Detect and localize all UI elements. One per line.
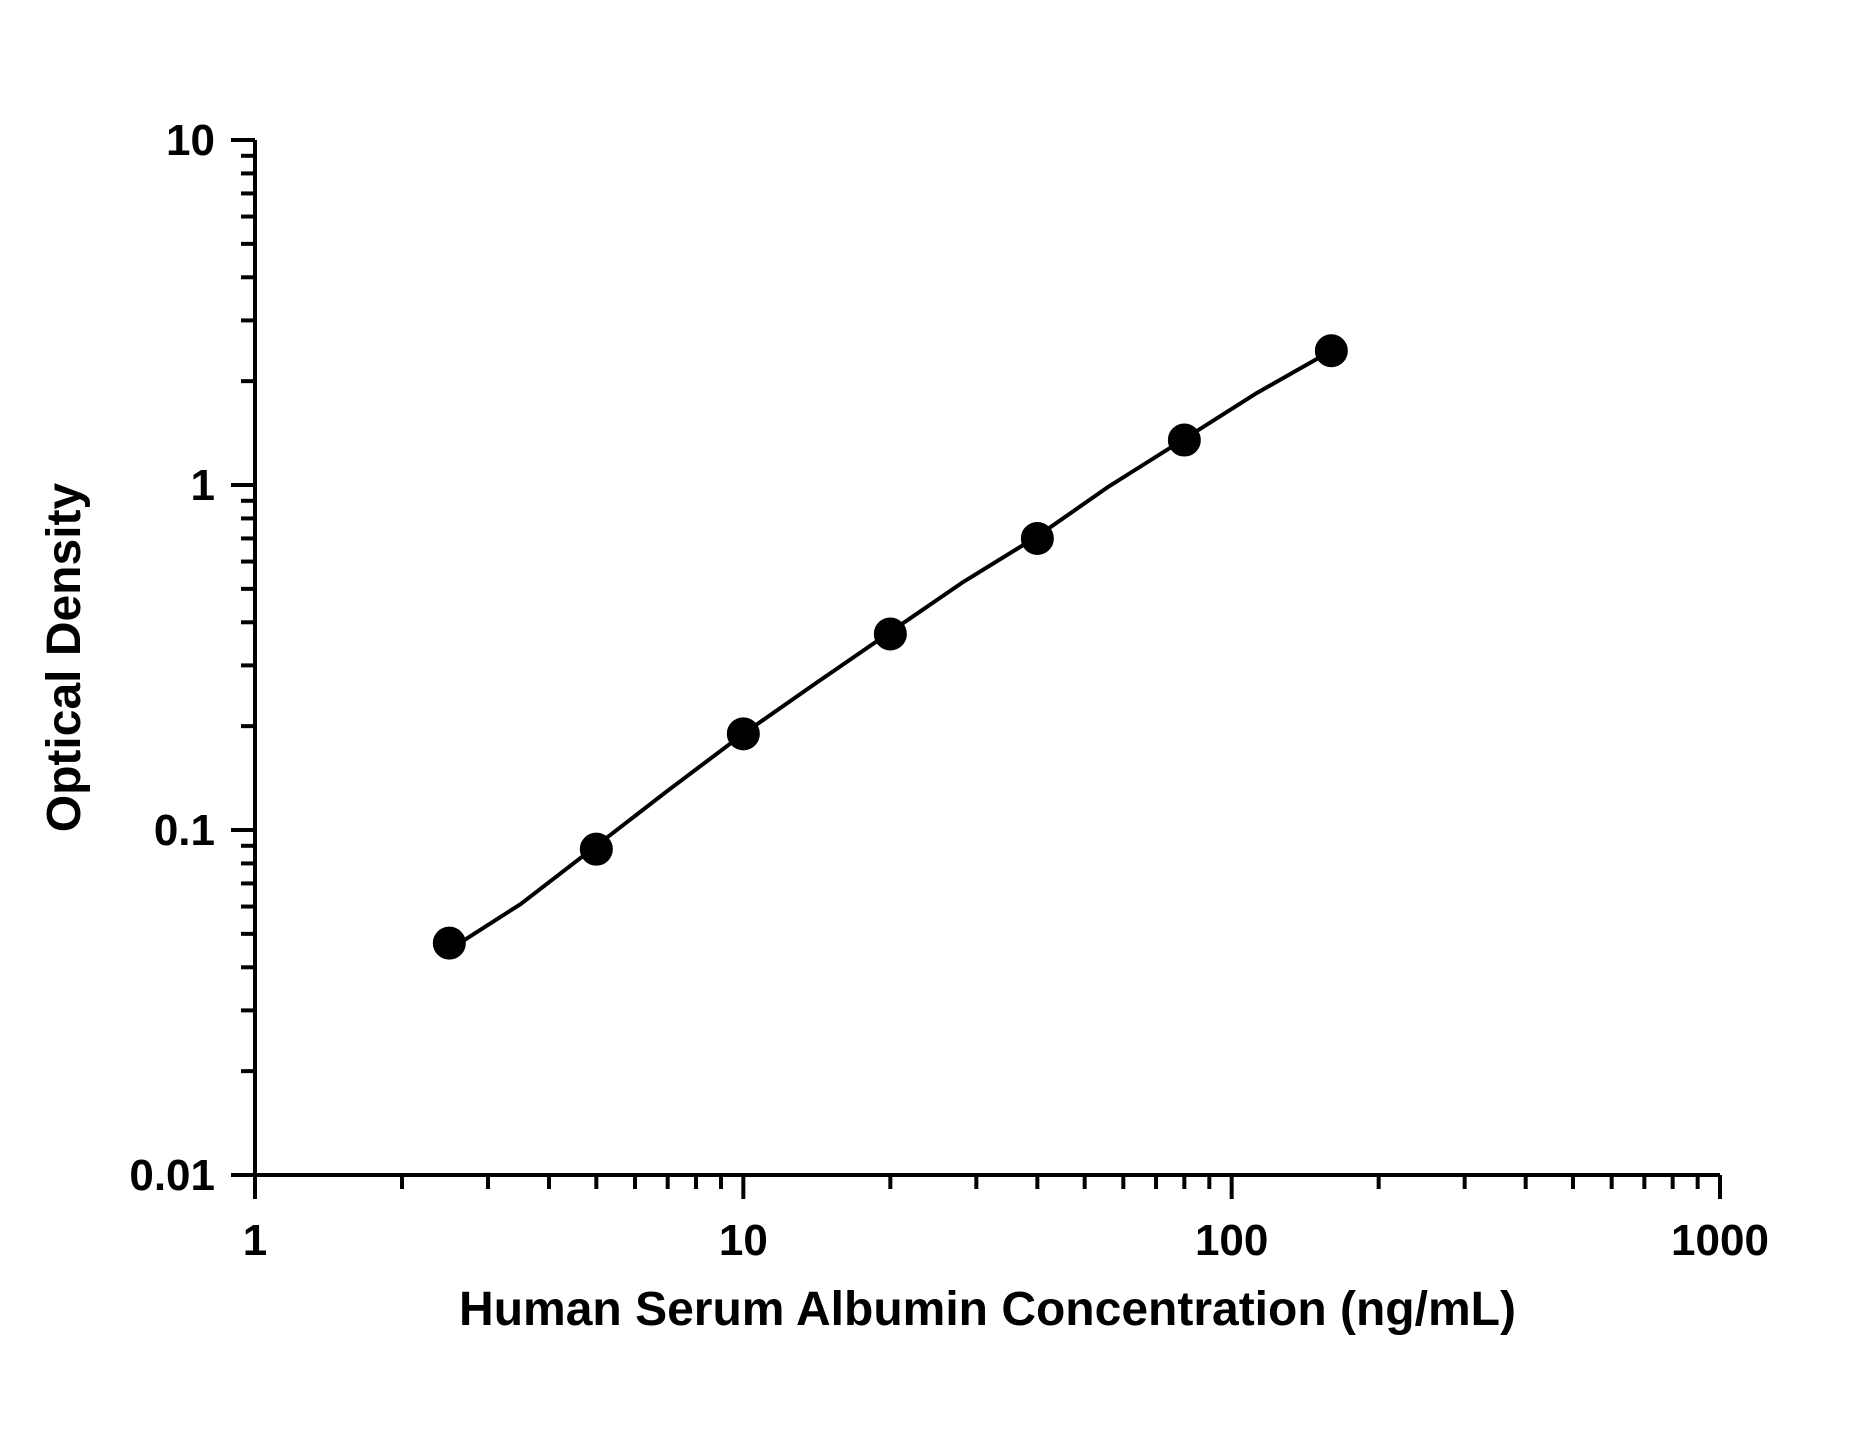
y-tick-label: 10 xyxy=(166,116,215,165)
x-tick-label: 100 xyxy=(1195,1216,1268,1265)
data-point xyxy=(727,718,759,750)
chart-background xyxy=(0,0,1859,1445)
data-point xyxy=(1168,424,1200,456)
x-axis-label: Human Serum Albumin Concentration (ng/mL… xyxy=(459,1283,1516,1336)
data-point xyxy=(580,833,612,865)
x-tick-label: 1 xyxy=(243,1216,267,1265)
data-point xyxy=(1315,335,1347,367)
x-tick-label: 1000 xyxy=(1671,1216,1769,1265)
y-tick-label: 0.1 xyxy=(154,806,215,855)
data-point xyxy=(1021,522,1053,554)
y-axis-label: Optical Density xyxy=(38,482,91,832)
y-tick-label: 1 xyxy=(191,461,215,510)
standard-curve-chart: 1 10 100 1000 0.01 0.1 1 10 Human Serum Albumin … xyxy=(0,0,1859,1445)
data-point xyxy=(433,927,465,959)
chart-container: 1 10 100 1000 0.01 0.1 1 10 Human Serum Albumin … xyxy=(0,0,1859,1445)
y-tick-label: 0.01 xyxy=(129,1151,215,1200)
data-point xyxy=(874,618,906,650)
x-tick-label: 10 xyxy=(719,1216,768,1265)
